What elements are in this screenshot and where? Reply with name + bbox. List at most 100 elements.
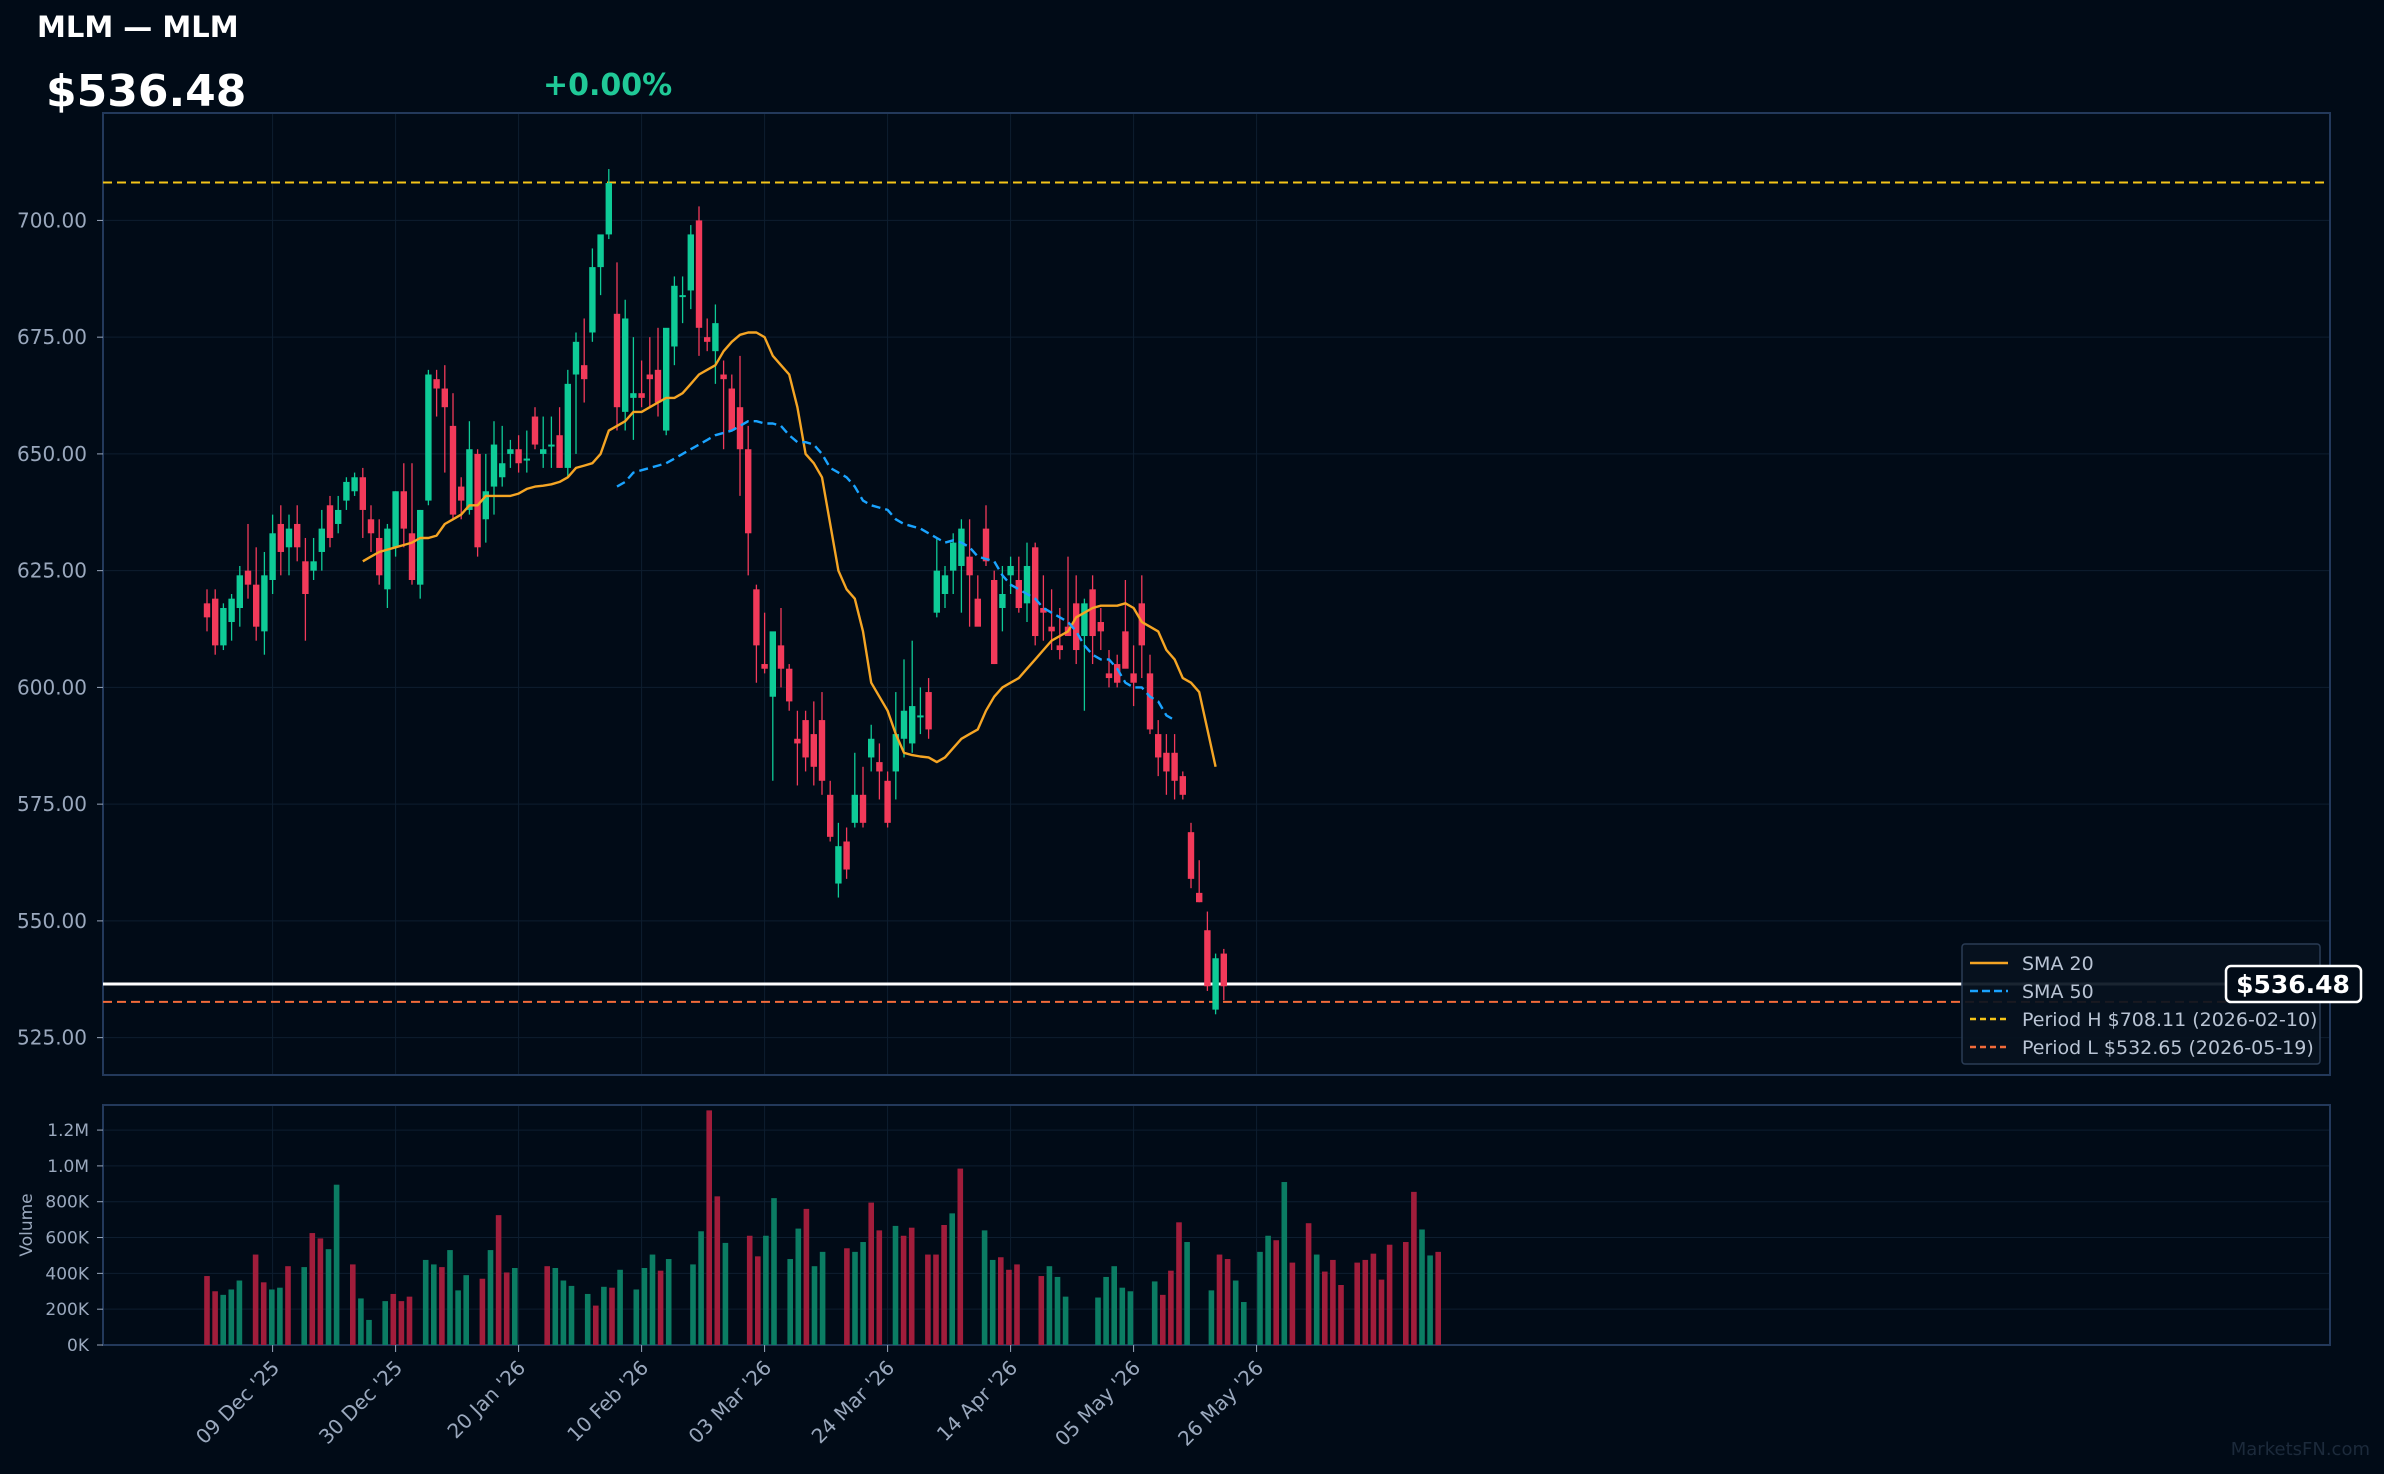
- candle-body: [999, 594, 1006, 609]
- volume-bar: [503, 1272, 510, 1345]
- candle-body: [253, 584, 260, 627]
- candle: [1015, 556, 1022, 613]
- candle: [343, 477, 350, 510]
- volume-bar: [1095, 1297, 1101, 1345]
- candle: [277, 505, 284, 576]
- date-tick-label: 26 May '26: [1173, 1356, 1268, 1451]
- volume-bar: [1354, 1262, 1360, 1345]
- candle-body: [818, 720, 826, 781]
- candle: [458, 477, 465, 520]
- candle-body: [925, 692, 932, 730]
- candle-body: [909, 706, 916, 744]
- candle-body: [1212, 958, 1219, 1010]
- candle: [704, 318, 711, 352]
- volume-bar: [755, 1256, 761, 1345]
- sma50-line: [616, 420, 1176, 722]
- date-axis: 09 Dec '25 30 Dec '25 20 Jan '26 10 Feb '26…: [191, 1345, 1268, 1451]
- volume-grid: [103, 1105, 2330, 1346]
- volume-bar: [350, 1264, 356, 1345]
- candle: [318, 509, 325, 571]
- candle: [712, 304, 719, 384]
- volume-tick-label: 1.2M: [47, 1121, 89, 1141]
- sma20-line: [362, 331, 1217, 768]
- period-lines: [103, 181, 2325, 1003]
- candle-body: [212, 598, 219, 646]
- price-panel-frame: [102, 112, 2331, 1076]
- candle-body: [1032, 547, 1039, 637]
- candle-body: [1081, 603, 1088, 637]
- volume-bar: [1176, 1222, 1182, 1345]
- candle: [1171, 734, 1178, 800]
- candle: [876, 743, 883, 800]
- candle-body: [449, 425, 457, 515]
- candle: [933, 537, 940, 618]
- candle-body: [1015, 579, 1022, 609]
- volume-bar: [228, 1289, 235, 1345]
- candle: [220, 603, 227, 651]
- candle-body: [720, 374, 727, 380]
- volume-bar: [1435, 1251, 1441, 1345]
- volume-bar: [382, 1301, 388, 1345]
- volume-bar: [1168, 1270, 1174, 1345]
- candle-body: [572, 341, 580, 375]
- volume-tick-label: 800K: [45, 1193, 89, 1213]
- volume-bar: [1411, 1191, 1417, 1345]
- volume-bar: [1362, 1259, 1369, 1345]
- candle-body: [728, 388, 735, 431]
- candle: [1007, 556, 1014, 594]
- candle-body: [417, 509, 424, 585]
- volume-bar: [771, 1198, 777, 1345]
- candle-body: [326, 505, 334, 538]
- candle-body: [335, 509, 342, 524]
- legend-label: SMA 20: [2022, 953, 2094, 975]
- candle-body: [704, 337, 711, 342]
- price-tick-label: 625.00: [17, 559, 87, 583]
- volume-bar: [1427, 1255, 1433, 1345]
- candle: [695, 206, 703, 356]
- volume-bar: [690, 1264, 696, 1345]
- candle-body: [302, 561, 309, 594]
- candle-body: [900, 710, 908, 739]
- candle: [679, 276, 686, 324]
- candle-body: [613, 313, 621, 408]
- candle: [843, 827, 850, 879]
- candle-body: [294, 523, 301, 548]
- candle-body: [523, 458, 530, 461]
- candle: [589, 248, 596, 342]
- candle-body: [753, 589, 760, 646]
- volume-bar: [844, 1248, 850, 1345]
- volume-bar: [277, 1287, 283, 1345]
- volume-bar: [1208, 1290, 1215, 1345]
- candle-body: [548, 444, 555, 447]
- candle: [1081, 598, 1088, 711]
- candle: [408, 463, 416, 585]
- candle-body: [376, 537, 383, 576]
- volume-bar: [593, 1305, 599, 1345]
- date-tick-label: 09 Dec '25: [191, 1356, 284, 1449]
- volume-bar: [309, 1233, 316, 1345]
- candle: [991, 570, 998, 665]
- volume-bar: [665, 1259, 672, 1345]
- volume-bar: [1127, 1291, 1134, 1345]
- candle-body: [622, 318, 629, 412]
- candle: [253, 547, 260, 641]
- volume-bar: [714, 1196, 721, 1345]
- candle-body: [917, 715, 924, 718]
- candle-body: [630, 393, 637, 398]
- candle-body: [1007, 565, 1014, 576]
- candle: [244, 523, 252, 599]
- candle-body: [441, 388, 448, 408]
- candle-body: [884, 780, 891, 823]
- volume-bar: [803, 1208, 810, 1345]
- candle: [884, 771, 891, 828]
- last-price-box: [2224, 964, 2363, 1004]
- volume-bar: [1313, 1254, 1320, 1345]
- candle: [1179, 771, 1186, 800]
- last-price-tag: $536.48: [2224, 964, 2363, 1004]
- volume-bar: [1330, 1259, 1336, 1345]
- candle-body: [835, 846, 842, 884]
- candle-body: [810, 734, 817, 767]
- candle-body: [745, 449, 752, 534]
- candle: [974, 575, 981, 627]
